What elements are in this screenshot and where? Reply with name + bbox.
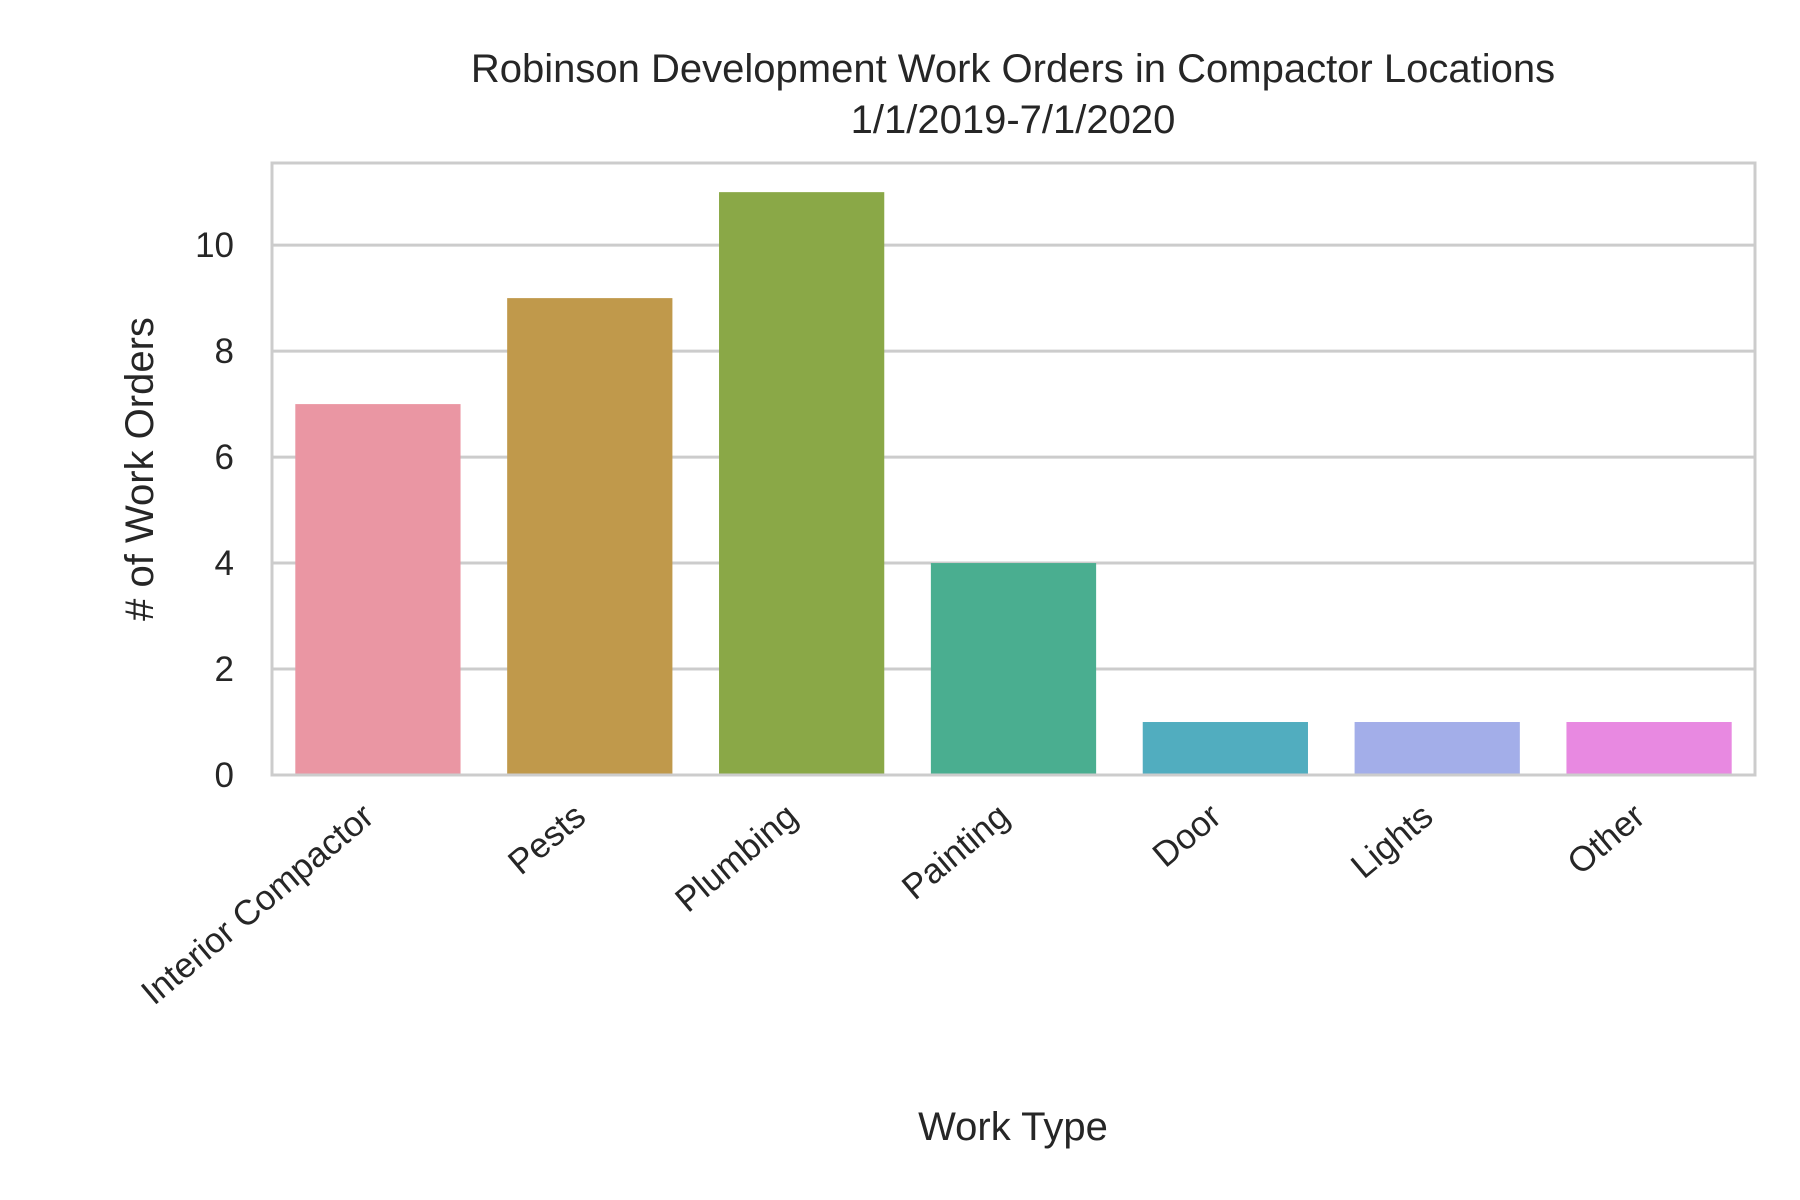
y-tick-label: 8 <box>215 332 234 371</box>
y-tick-label: 6 <box>215 438 234 477</box>
x-tick-label: Plumbing <box>668 796 805 920</box>
chart-subtitle: 1/1/2019-7/1/2020 <box>851 98 1176 142</box>
bar-pests <box>507 298 673 775</box>
x-tick-label: Pests <box>501 796 593 882</box>
x-tick-label: Door <box>1145 796 1228 875</box>
bar-door <box>1142 722 1308 775</box>
x-tick-label: Painting <box>895 796 1017 907</box>
x-axis-label: Work Type <box>918 1105 1108 1149</box>
chart-title: Robinson Development Work Orders in Comp… <box>471 47 1555 91</box>
bars <box>295 192 1732 776</box>
x-tick-label: Interior Compactor <box>134 796 381 1012</box>
y-tick-labels: 0 2 4 6 8 10 <box>195 226 234 795</box>
bar-lights <box>1354 722 1520 775</box>
x-tick-label: Other <box>1560 796 1652 882</box>
bar-interior-compactor <box>295 404 461 775</box>
y-tick-label: 2 <box>215 650 234 689</box>
y-axis-label: # of Work Orders <box>118 317 162 621</box>
plot-frame <box>270 161 1757 777</box>
bar-other <box>1566 722 1732 775</box>
y-tick-label: 10 <box>195 226 234 265</box>
bar-painting <box>930 563 1097 775</box>
bar-plumbing <box>719 192 885 776</box>
y-tick-label: 4 <box>215 544 234 583</box>
y-tick-label: 0 <box>215 756 234 795</box>
x-tick-labels: Interior Compactor Pests Plumbing Painting D… <box>134 796 1652 1012</box>
x-tick-label: Lights <box>1344 796 1441 886</box>
